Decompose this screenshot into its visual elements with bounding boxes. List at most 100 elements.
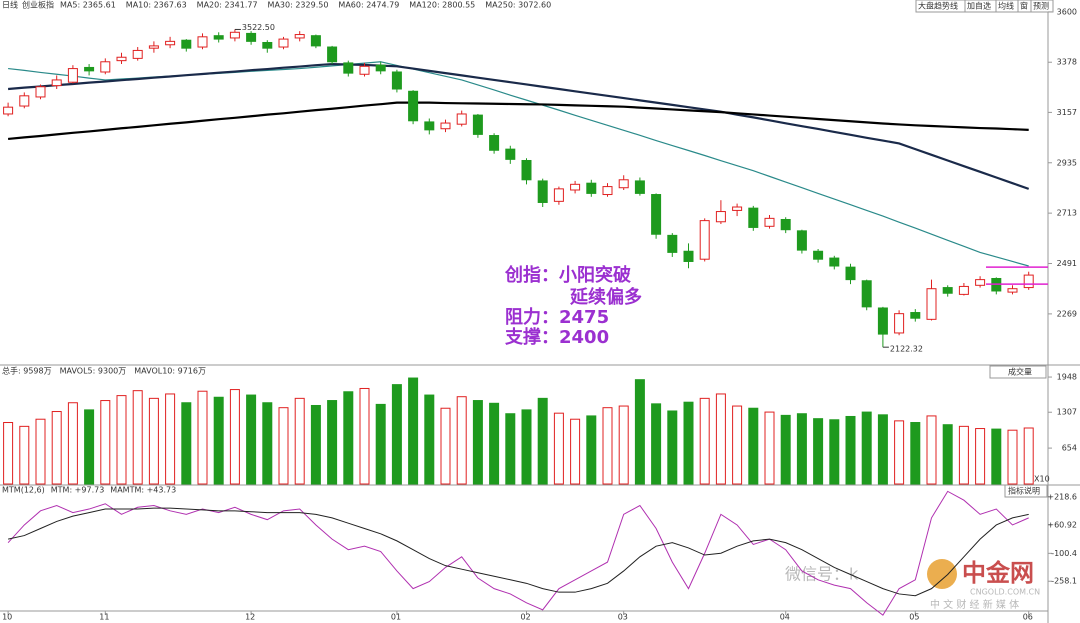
y-tick-label: 1948 xyxy=(1057,373,1077,382)
volume-bar xyxy=(375,403,386,485)
volume-button[interactable]: 成交量 xyxy=(1008,367,1032,377)
candle-body xyxy=(586,182,597,194)
candle-body xyxy=(861,280,872,308)
volume-bar xyxy=(683,401,694,485)
candle-body xyxy=(958,285,969,295)
volume-legend: MAVOL5: 9300万 xyxy=(60,367,127,376)
high-label: 3522.50 xyxy=(242,23,275,32)
x-tick-label: 11 xyxy=(99,613,109,622)
mtm-line xyxy=(7,507,1029,597)
candle-body xyxy=(294,34,305,39)
toolbar-button[interactable]: 加自选 xyxy=(967,1,991,11)
volume-bar xyxy=(294,397,305,485)
volume-bar xyxy=(861,411,872,485)
x-tick-label: 04 xyxy=(780,613,790,622)
candle-body xyxy=(472,114,483,135)
y-tick-label: 2713 xyxy=(1057,209,1077,218)
mtm-button[interactable]: 指标说明 xyxy=(1008,486,1040,496)
candle-body xyxy=(100,61,111,73)
volume-bar xyxy=(440,407,451,485)
volume-bar xyxy=(505,413,516,485)
candle-body xyxy=(262,41,273,49)
candle-body xyxy=(845,266,856,281)
candle-body xyxy=(715,211,726,223)
volume-bar xyxy=(100,400,111,485)
mtm-legend: MAMTM: +43.73 xyxy=(110,486,176,495)
volume-bar xyxy=(699,397,710,485)
volume-bar xyxy=(1023,427,1034,485)
candle-body xyxy=(132,49,143,59)
candle-body xyxy=(942,287,953,294)
watermark: CNGOLD.COM.CN xyxy=(970,588,1040,597)
candle-body xyxy=(732,206,743,211)
volume-bar xyxy=(651,403,662,485)
volume-bar xyxy=(877,414,888,485)
volume-bar xyxy=(67,402,78,485)
candle-body xyxy=(618,179,629,189)
button-frame xyxy=(1004,484,1048,498)
volume-bar xyxy=(764,411,775,485)
volume-bar xyxy=(570,418,581,485)
volume-bar xyxy=(310,404,321,485)
watermark: 微信号：k xyxy=(785,565,859,584)
y-tick-label: 654 xyxy=(1062,444,1077,453)
volume-bar xyxy=(197,390,208,485)
volume-bar xyxy=(165,393,176,485)
toolbar-button[interactable]: 窗 xyxy=(1020,1,1028,11)
ma-legend: MA120: 2800.55 xyxy=(409,1,475,10)
symbol-label: 创业板指 xyxy=(22,0,54,10)
volume-bar xyxy=(424,394,435,485)
y-tick-label: 3600 xyxy=(1057,7,1077,16)
candle-body xyxy=(796,230,807,251)
volume-bar xyxy=(19,425,30,485)
candle-body xyxy=(780,218,791,231)
volume-bar xyxy=(894,420,905,485)
candle-body xyxy=(634,180,645,194)
candle-body xyxy=(408,90,419,122)
volume-bar xyxy=(813,418,824,485)
y-tick-label: -258.1 xyxy=(1051,577,1077,586)
x-tick-label: 10 xyxy=(2,613,12,622)
volume-bar xyxy=(602,407,613,485)
y-tick-label: 2935 xyxy=(1057,158,1077,167)
button-frame xyxy=(989,365,1047,379)
ma-legend: MA20: 2341.77 xyxy=(197,1,258,10)
toolbar-button[interactable]: 预测 xyxy=(1033,1,1049,11)
volume-bar xyxy=(489,402,500,485)
mtm-legend: MTM: +97.73 xyxy=(51,486,105,495)
candle-body xyxy=(910,312,921,319)
volume-bar xyxy=(327,400,338,485)
ma-legend: MA250: 3072.60 xyxy=(485,1,551,10)
volume-bar xyxy=(456,396,467,485)
candle-body xyxy=(489,135,500,151)
volume-bar xyxy=(829,419,840,485)
y-tick-label: -100.4 xyxy=(1051,549,1077,558)
candle-body xyxy=(229,31,240,39)
candle-body xyxy=(165,40,176,46)
candle-body xyxy=(764,217,775,227)
volume-bar xyxy=(181,402,192,485)
volume-bar xyxy=(148,397,159,485)
volume-bar xyxy=(3,422,14,485)
volume-bar xyxy=(618,405,629,485)
volume-bar xyxy=(84,409,95,485)
candle-body xyxy=(667,234,678,253)
candle-body xyxy=(1007,288,1018,293)
volume-bar xyxy=(780,414,791,485)
volume-legend: MAVOL10: 9716万 xyxy=(134,367,206,376)
toolbar-button[interactable]: 大盘趋势线 xyxy=(918,1,958,11)
x-tick-label: 01 xyxy=(391,613,401,622)
volume-bar xyxy=(343,391,354,485)
candle-body xyxy=(570,183,581,191)
volume-bar xyxy=(278,407,289,485)
volume-bar xyxy=(391,384,402,485)
candle-body xyxy=(375,64,386,72)
candle-body xyxy=(116,56,127,62)
candle-body xyxy=(505,148,516,160)
candle-body xyxy=(181,39,192,49)
candle-body xyxy=(35,86,46,98)
toolbar-button[interactable]: 均线 xyxy=(998,1,1014,11)
candle-body xyxy=(602,186,613,196)
volume-multiplier: X10 xyxy=(1034,475,1050,484)
